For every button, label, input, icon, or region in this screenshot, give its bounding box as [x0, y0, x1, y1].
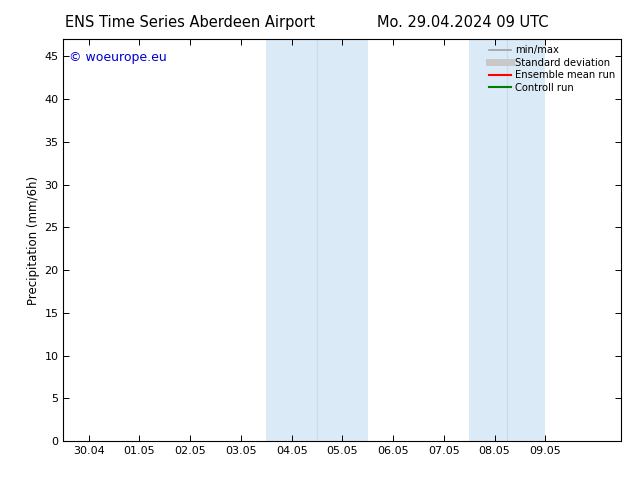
Bar — [469, 39, 545, 441]
Legend: min/max, Standard deviation, Ensemble mean run, Controll run: min/max, Standard deviation, Ensemble me… — [485, 41, 619, 97]
Text: ENS Time Series Aberdeen Airport: ENS Time Series Aberdeen Airport — [65, 15, 315, 30]
Text: © woeurope.eu: © woeurope.eu — [69, 51, 167, 64]
Bar — [266, 39, 368, 441]
Text: Mo. 29.04.2024 09 UTC: Mo. 29.04.2024 09 UTC — [377, 15, 548, 30]
Y-axis label: Precipitation (mm/6h): Precipitation (mm/6h) — [27, 175, 40, 305]
